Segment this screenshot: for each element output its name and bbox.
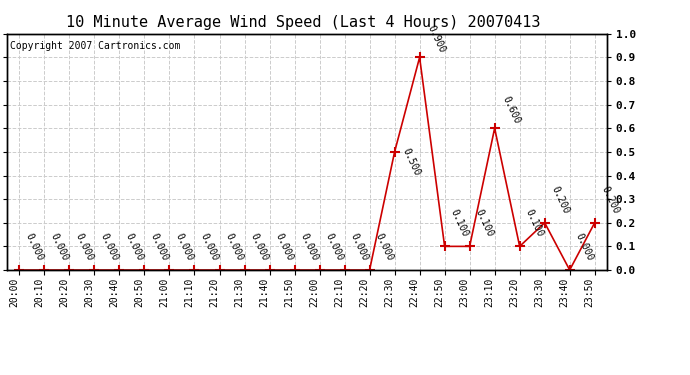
Text: 0.000: 0.000 — [573, 232, 595, 262]
Text: 0.100: 0.100 — [524, 208, 545, 239]
Text: 0.100: 0.100 — [473, 208, 495, 239]
Text: 0.000: 0.000 — [173, 232, 195, 262]
Text: 0.200: 0.200 — [550, 184, 571, 215]
Text: 0.000: 0.000 — [224, 232, 245, 262]
Text: 0.000: 0.000 — [198, 232, 219, 262]
Text: 0.000: 0.000 — [148, 232, 170, 262]
Text: 0.000: 0.000 — [298, 232, 319, 262]
Text: 0.500: 0.500 — [401, 147, 422, 177]
Text: 0.000: 0.000 — [373, 232, 395, 262]
Text: 0.000: 0.000 — [98, 232, 119, 262]
Text: 0.600: 0.600 — [501, 94, 522, 126]
Text: 0.000: 0.000 — [324, 232, 345, 262]
Text: 0.000: 0.000 — [273, 232, 295, 262]
Text: 0.000: 0.000 — [124, 232, 145, 262]
Text: 0.200: 0.200 — [600, 184, 621, 215]
Text: 0.000: 0.000 — [248, 232, 270, 262]
Text: 0.100: 0.100 — [448, 208, 470, 239]
Text: Copyright 2007 Cartronics.com: Copyright 2007 Cartronics.com — [10, 41, 180, 51]
Text: 0.900: 0.900 — [426, 24, 447, 55]
Text: 0.000: 0.000 — [23, 232, 45, 262]
Text: 0.000: 0.000 — [48, 232, 70, 262]
Text: 0.000: 0.000 — [73, 232, 95, 262]
Text: 0.000: 0.000 — [348, 232, 370, 262]
Text: 10 Minute Average Wind Speed (Last 4 Hours) 20070413: 10 Minute Average Wind Speed (Last 4 Hou… — [66, 15, 541, 30]
